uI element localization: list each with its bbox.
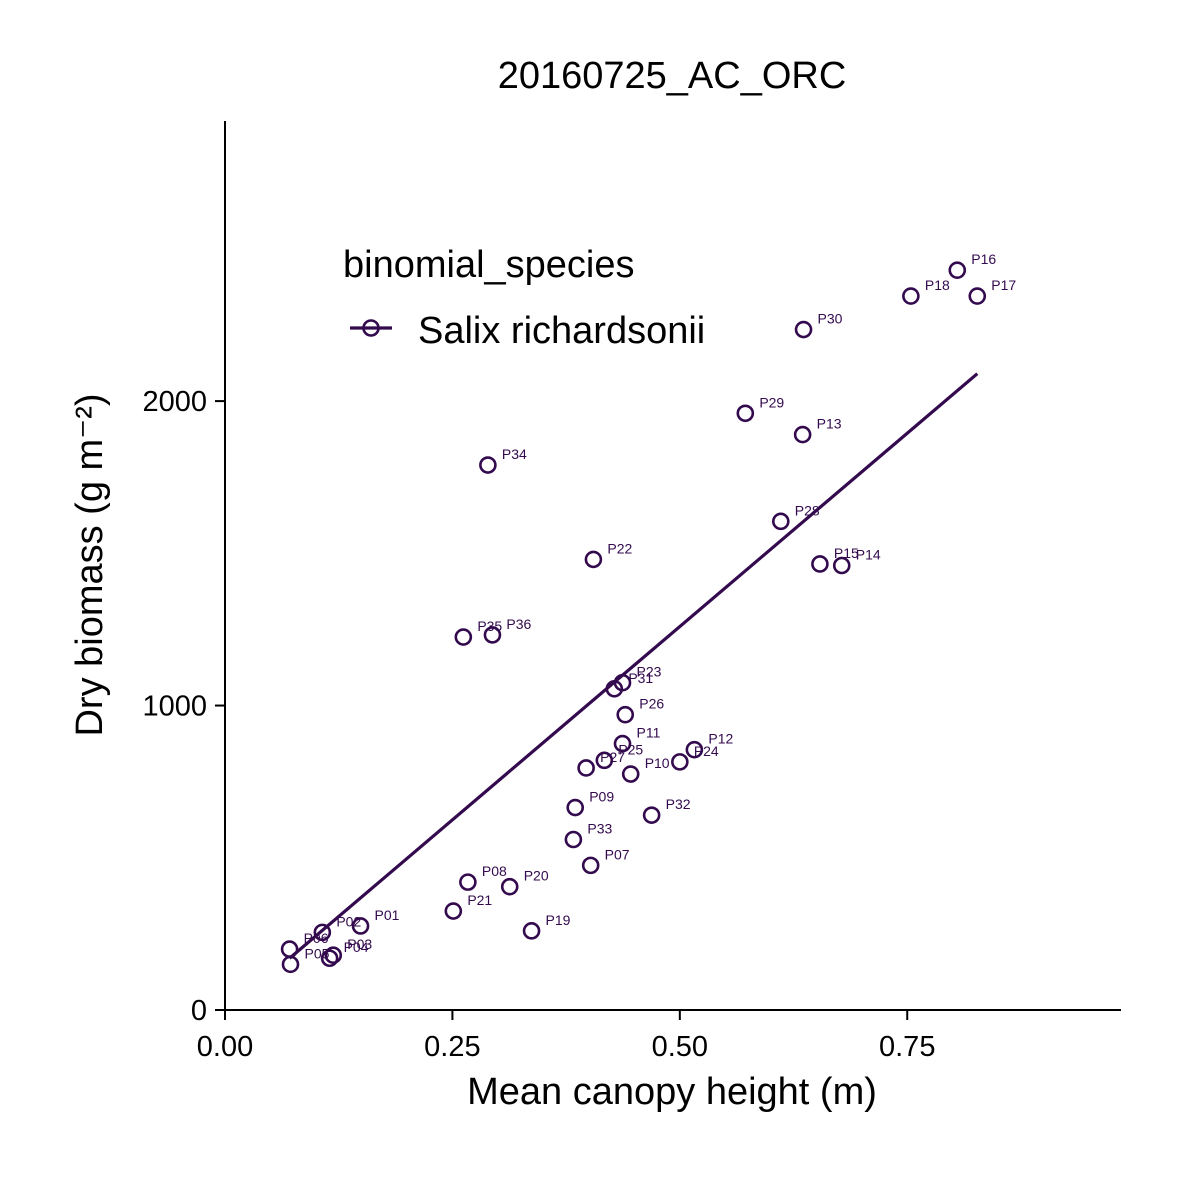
point-label: P32 [666,796,691,812]
data-point-p10 [621,765,640,783]
point-label: P22 [607,540,632,556]
chart-title: 20160725_AC_ORC [498,55,847,97]
point-label: P13 [817,416,842,432]
point-label: P17 [991,277,1016,293]
point-label: P27 [600,749,625,765]
y-axis-ticks: 0 1000 2000 [142,386,225,1027]
point-label: P08 [482,863,507,879]
point-label: P02 [336,913,361,929]
data-point-p03 [324,946,343,964]
point-label: P20 [524,868,549,884]
regression-line [288,372,979,960]
data-point-p32 [642,806,661,824]
data-point-p33 [564,830,583,849]
data-point-p26 [616,705,635,724]
point-label: P18 [925,277,950,293]
legend-key-point [362,319,380,337]
data-point-p17 [968,287,987,305]
data-point-p07 [581,856,600,875]
point-label: P16 [971,251,996,267]
y-axis-label: Dry biomass (g m⁻²) [69,393,111,736]
point-label: P03 [347,936,372,952]
x-axis-ticks: 0.00 0.25 0.50 0.75 [197,1010,935,1063]
point-label: P05 [304,945,329,961]
point-label: P01 [375,907,400,923]
point-label: P04 [344,939,369,955]
legend-entry-label: Salix richardsonii [418,310,705,352]
point-label: P25 [618,741,643,757]
x-tick-label: 0.75 [879,1031,935,1063]
point-label: P35 [477,618,502,634]
data-point-p13 [793,425,812,444]
data-point-p36 [483,626,502,644]
point-label: P31 [628,670,653,686]
data-point-p34 [479,456,497,474]
data-point-p15 [811,555,829,573]
data-point-p08 [459,873,477,891]
data-point-p11 [613,734,632,753]
data-point-p18 [902,287,920,305]
data-point-p20 [500,877,519,896]
x-tick-label: 0.50 [652,1031,708,1063]
data-point-p31 [605,680,624,698]
data-point-p28 [771,512,790,531]
point-label: P24 [694,743,719,759]
data-point-p22 [584,550,603,569]
point-label: P26 [639,696,664,712]
y-tick-label: 2000 [142,386,207,418]
data-point-p19 [522,922,541,940]
x-axis-label: Mean canopy height (m) [467,1071,877,1113]
data-point-p30 [794,320,813,339]
data-point-p12 [685,740,704,759]
point-label: P15 [834,545,859,561]
x-tick-label: 0.25 [424,1031,480,1063]
data-point-p21 [444,902,463,920]
point-label: P11 [637,725,661,741]
data-point-p35 [454,628,473,646]
data-point-p06 [280,940,299,958]
point-label: P30 [818,311,843,327]
data-point-p01 [351,917,370,935]
point-label: P33 [587,821,612,837]
point-label: P06 [304,930,329,946]
x-tick-label: 0.00 [197,1031,253,1063]
point-label: P36 [506,616,531,632]
data-point-p29 [736,404,755,423]
point-label: P34 [502,446,527,462]
legend: binomial_species Salix richardsonii [343,244,705,352]
legend-title: binomial_species [343,244,635,286]
point-label: P09 [589,789,614,805]
point-label: P19 [546,912,571,928]
point-label: P21 [467,892,492,908]
data-point-p09 [566,798,585,817]
point-label: P14 [856,547,881,563]
data-point-p04 [320,949,339,968]
point-label: P29 [759,394,784,410]
data-point-p02 [313,923,332,942]
data-point-p24 [671,753,689,771]
point-label: P10 [645,755,670,771]
data-point-p16 [948,261,967,279]
point-label: P23 [637,664,662,680]
y-tick-label: 1000 [142,691,207,723]
y-tick-label: 0 [191,995,207,1027]
data-point-p27 [577,759,595,777]
point-label: P28 [795,502,820,518]
point-label: P07 [605,846,630,862]
data-point-p14 [832,556,851,575]
point-label: P12 [708,731,733,747]
data-point-p25 [595,751,614,770]
